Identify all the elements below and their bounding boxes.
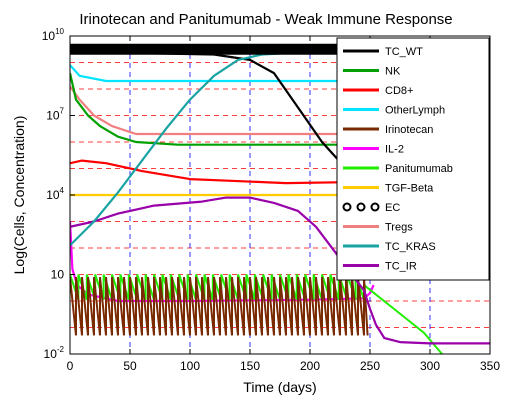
- y-tick-label: 10-2: [44, 345, 65, 361]
- legend-marker-ec: [370, 202, 380, 212]
- y-tick-label: 10: [51, 268, 65, 282]
- series-tregs: [70, 85, 490, 136]
- legend-label-nk: NK: [385, 66, 401, 78]
- axis-ticks: 0 50 100 150 200 250 300 350 1010 107 104 10 10-2: [42, 27, 501, 373]
- y-tick-label: 1010: [42, 27, 65, 43]
- legend-marker-ec: [342, 202, 352, 212]
- y-tick-label: 107: [46, 107, 64, 123]
- x-tick-label: 200: [300, 359, 320, 373]
- legend-label-ec: EC: [385, 202, 400, 214]
- x-tick-label: 350: [480, 359, 500, 373]
- x-tick-label: 0: [67, 359, 74, 373]
- legend-label-tc-wt: TC_WT: [385, 46, 423, 58]
- legend-label-tc-kras: TC_KRAS: [385, 241, 436, 253]
- x-tick-label: 250: [360, 359, 380, 373]
- series-tc-ir: [70, 196, 490, 345]
- legend: TC_WT NK CD8+ OtherLymph Irinotecan IL-2 Panit…: [336, 37, 490, 281]
- x-tick-label: 300: [420, 359, 440, 373]
- legend-label-tc-ir: TC_IR: [385, 261, 417, 273]
- chart-title: Irinotecan and Panitumumab - Weak Immune…: [79, 11, 452, 28]
- y-tick-label: 104: [46, 186, 64, 202]
- x-tick-label: 150: [240, 359, 260, 373]
- legend-label-tregs: Tregs: [385, 222, 413, 234]
- legend-label-tgf-beta: TGF-Beta: [385, 183, 434, 195]
- legend-marker-ec: [356, 202, 366, 212]
- legend-label-irinotecan: Irinotecan: [385, 124, 433, 136]
- x-axis-label: Time (days): [243, 379, 316, 395]
- x-tick-label: 50: [123, 359, 137, 373]
- legend-label-il-2: IL-2: [385, 144, 404, 156]
- legend-label-cd8-: CD8+: [385, 85, 413, 97]
- legend-label-otherlymph: OtherLymph: [385, 105, 445, 117]
- y-axis-label: Log(Cells, Concentration): [11, 116, 27, 275]
- legend-box: [336, 37, 490, 281]
- x-tick-label: 100: [180, 359, 200, 373]
- legend-label-panitumumab: Panitumumab: [385, 163, 453, 175]
- series-irinotecan: [70, 276, 369, 336]
